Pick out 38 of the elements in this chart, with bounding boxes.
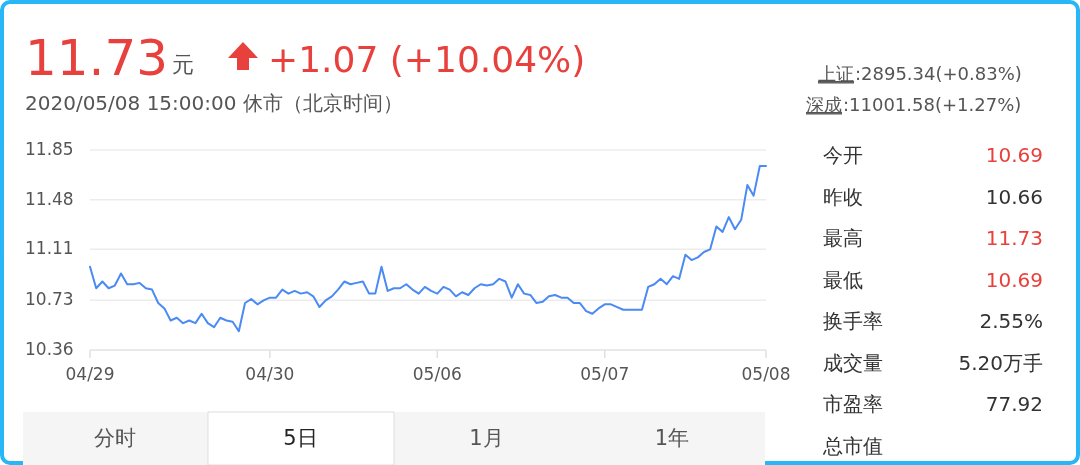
- text: :2895.34(+0.83%): [855, 63, 1022, 84]
- text: 上证: [818, 63, 854, 84]
- text: 2.55%: [979, 309, 1043, 333]
- text: 市盈率: [823, 392, 883, 416]
- text: 昨收: [823, 184, 863, 209]
- x-tick-label: 04/30: [245, 364, 295, 384]
- line-series: [89, 165, 767, 333]
- text: 1月: [469, 426, 504, 450]
- text: 11.73: [985, 226, 1043, 250]
- text: 最高: [823, 226, 863, 250]
- y-tick-label: 10.36: [25, 339, 74, 359]
- text: 分时: [94, 426, 136, 450]
- text: 5日: [283, 426, 318, 450]
- text: 10.66: [985, 184, 1043, 209]
- text: 77.92: [985, 392, 1043, 416]
- text: 今开: [823, 143, 863, 167]
- text: 5.20万手: [958, 350, 1043, 375]
- text: 最低: [823, 267, 863, 292]
- text: :11001.58(+1.27%): [843, 94, 1022, 115]
- y-tick-label: 10.73: [25, 289, 74, 310]
- x-tick-label: 05/08: [741, 364, 791, 384]
- y-tick-label: 11.11: [25, 238, 74, 259]
- y-tick-label: 11.85: [25, 139, 74, 159]
- text: 总市值: [822, 433, 883, 458]
- text: 10.69: [985, 267, 1043, 292]
- text: 1年: [654, 426, 690, 450]
- x-tick-label: 05/06: [412, 364, 462, 384]
- text: 元: [172, 52, 194, 77]
- text: 2020/05/08 15:00:00 休市（北京时间）: [25, 91, 403, 115]
- text: 深成: [806, 94, 842, 115]
- text: 成交量: [823, 350, 883, 375]
- text: 换手率: [823, 309, 883, 333]
- x-tick-label: 05/07: [580, 364, 630, 384]
- x-tick-label: 04/29: [65, 364, 115, 384]
- text: 11.73: [25, 29, 169, 87]
- text: +1.07 (+10.04%): [268, 39, 586, 80]
- y-tick-label: 11.48: [25, 188, 74, 209]
- text: 10.69: [985, 143, 1043, 167]
